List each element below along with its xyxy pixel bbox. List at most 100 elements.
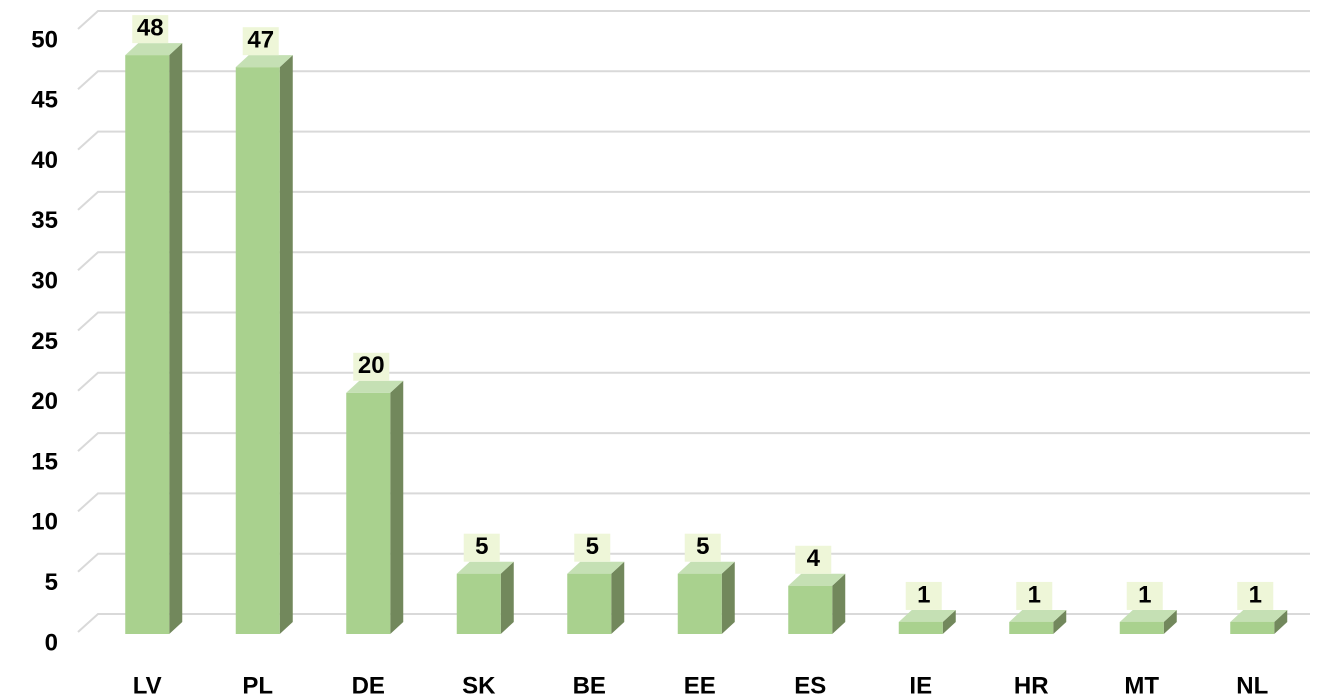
value-label: 1	[1249, 581, 1262, 608]
value-label: 1	[917, 581, 930, 608]
x-tick-label: NL	[1236, 672, 1268, 699]
value-label: 1	[1138, 581, 1151, 608]
value-label: 47	[247, 27, 274, 54]
value-label-bg	[1016, 581, 1053, 610]
bar-side	[942, 609, 956, 634]
grid-line	[77, 251, 1310, 271]
x-tick-label: MT	[1124, 672, 1159, 699]
bar	[456, 561, 514, 634]
bar-top	[1230, 609, 1288, 622]
bar-side	[500, 561, 514, 634]
value-label-bg	[684, 533, 721, 562]
grid-line	[77, 70, 1310, 91]
value-label-bg	[242, 27, 279, 56]
y-tick-label: 20	[31, 388, 58, 415]
value-label: 5	[696, 533, 709, 560]
bar-front	[567, 573, 612, 634]
bar-side	[721, 561, 735, 634]
grid-line	[77, 613, 1310, 633]
value-label: 48	[137, 14, 164, 41]
bar	[567, 561, 625, 634]
grid-line	[77, 371, 1310, 392]
grid-line	[77, 130, 1310, 151]
value-label: 4	[807, 545, 821, 572]
y-tick-label: 25	[31, 328, 58, 355]
x-tick-label: ES	[794, 672, 826, 699]
bar-top	[567, 561, 625, 574]
grid-line	[77, 311, 1310, 332]
bar	[677, 561, 735, 634]
bar-front	[125, 55, 170, 635]
bar-front	[898, 621, 943, 634]
bar-front	[456, 573, 501, 634]
bar-side	[390, 380, 404, 634]
value-label: 5	[586, 533, 599, 560]
bar-top	[346, 380, 404, 393]
bar-top	[898, 609, 956, 622]
grid-line	[77, 432, 1310, 452]
x-tick-label: EE	[684, 672, 716, 699]
bar-side	[832, 573, 846, 634]
bar-top	[677, 561, 735, 574]
value-label: 1	[1028, 581, 1041, 608]
y-tick-label: 15	[31, 448, 58, 475]
bar	[898, 609, 956, 634]
bar-top	[1119, 609, 1177, 622]
value-label-bg	[1237, 581, 1274, 610]
x-tick-label: BE	[573, 672, 606, 699]
y-tick-label: 45	[31, 87, 58, 114]
y-tick-label: 40	[31, 147, 58, 174]
value-label: 20	[358, 352, 385, 379]
grid-line	[77, 492, 1310, 513]
bar-side	[169, 43, 183, 635]
bar	[125, 43, 183, 635]
bar	[1009, 609, 1067, 634]
bar-top	[125, 43, 183, 56]
bar-front	[1119, 621, 1164, 634]
value-label-bg	[1126, 581, 1163, 610]
bar-front	[677, 573, 722, 634]
value-label-bg	[574, 533, 611, 562]
y-tick-label: 50	[31, 26, 58, 53]
value-label-bg	[463, 533, 500, 562]
value-label: 5	[475, 533, 488, 560]
x-tick-label: SK	[462, 672, 496, 699]
x-tick-label: LV	[133, 672, 162, 699]
bar-side	[1274, 609, 1288, 634]
grid-line	[77, 190, 1310, 211]
y-tick-label: 0	[45, 629, 58, 656]
y-tick-label: 35	[31, 207, 58, 234]
value-label-bg	[132, 15, 169, 44]
bar-top	[788, 573, 846, 586]
grid-line	[77, 10, 1310, 30]
bar-side	[611, 561, 625, 634]
grid-line	[77, 552, 1310, 573]
bar-side	[279, 55, 293, 635]
y-tick-label: 5	[45, 569, 58, 596]
bar	[1119, 609, 1177, 634]
y-tick-label: 30	[31, 268, 58, 295]
x-tick-label: DE	[352, 672, 385, 699]
value-label-bg	[795, 545, 832, 574]
bar-top	[1009, 609, 1067, 622]
bar-front	[1009, 621, 1054, 634]
bar-top	[235, 55, 293, 68]
y-tick-label: 10	[31, 509, 58, 536]
bar-front	[1230, 621, 1275, 634]
x-tick-label: IE	[909, 672, 932, 699]
bar	[346, 380, 404, 634]
x-tick-label: PL	[242, 672, 273, 699]
bar-side	[1053, 609, 1067, 634]
bar-top	[456, 561, 514, 574]
x-tick-label: HR	[1014, 672, 1049, 699]
value-label-bg	[353, 352, 390, 381]
bar-front	[788, 585, 833, 634]
bar	[788, 573, 846, 634]
bar-front	[235, 67, 280, 635]
bar	[1230, 609, 1288, 634]
bar	[235, 55, 293, 635]
bar-side	[1163, 609, 1177, 634]
value-label-bg	[905, 581, 942, 610]
bar-front	[346, 392, 391, 634]
